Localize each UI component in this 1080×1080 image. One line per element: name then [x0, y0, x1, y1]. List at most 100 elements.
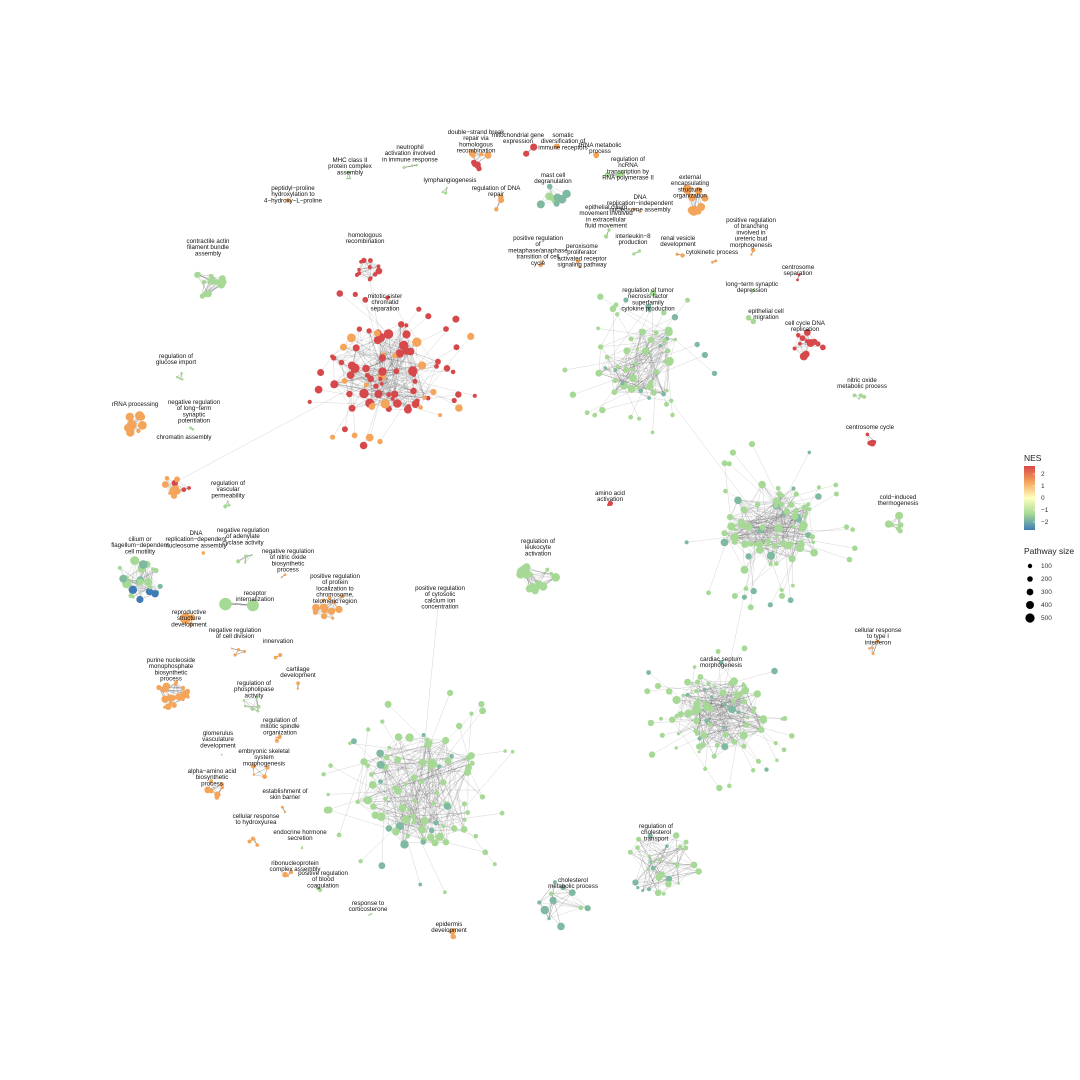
pathway-node	[393, 399, 402, 408]
pathway-node	[433, 820, 439, 826]
pathway-node	[697, 736, 702, 741]
cluster-label: amino acid activation	[595, 490, 625, 503]
edge	[741, 515, 800, 522]
edge	[421, 781, 437, 823]
edge	[382, 357, 423, 366]
edge	[649, 340, 666, 387]
edge	[703, 736, 715, 757]
pathway-node	[367, 265, 372, 270]
edge	[776, 536, 793, 559]
edge	[132, 570, 157, 590]
edge	[704, 701, 763, 731]
edge	[380, 378, 416, 382]
pathway-node	[368, 258, 373, 263]
pathway-node	[328, 763, 333, 768]
edge	[394, 787, 438, 794]
edge	[356, 274, 370, 280]
pathway-node	[661, 891, 666, 896]
edge	[640, 340, 666, 391]
pathway-node	[604, 172, 610, 178]
pathway-node	[402, 166, 406, 169]
edge	[197, 274, 209, 294]
cluster-labels: double−strand break repair via homologous r…	[111, 129, 918, 934]
edge	[421, 763, 473, 782]
edge	[134, 560, 158, 593]
edge	[744, 493, 797, 570]
pathway-node	[669, 716, 676, 723]
edge	[381, 755, 472, 817]
edge	[650, 835, 679, 884]
edge	[630, 839, 639, 853]
edge	[614, 350, 645, 393]
edge	[435, 756, 452, 823]
edge	[750, 543, 771, 565]
edge	[635, 846, 681, 883]
pathway-node	[607, 503, 610, 507]
edge	[413, 374, 425, 398]
pathway-node	[538, 263, 543, 268]
pathway-node	[683, 839, 689, 845]
pathway-node	[807, 450, 812, 455]
cluster-label: cellular response to hydroxyurea	[233, 813, 280, 826]
pathway-node	[833, 482, 839, 488]
edge	[637, 349, 639, 388]
edge	[744, 507, 805, 598]
pathway-node	[236, 559, 241, 564]
pathway-node	[220, 785, 224, 790]
cluster-label: cytokinetic process	[686, 249, 738, 256]
pathway-node	[530, 143, 538, 151]
pathway-node	[745, 553, 752, 560]
edge	[382, 365, 423, 372]
pathway-node	[546, 183, 553, 190]
pathway-node	[560, 884, 566, 891]
pathway-node	[535, 580, 543, 588]
pathway-node	[638, 388, 644, 393]
pathway-node	[363, 382, 369, 388]
cluster-label: positive regulation of blood coagulation	[298, 870, 348, 889]
pathway-node	[695, 868, 702, 875]
pathway-node	[578, 265, 581, 269]
edge	[614, 350, 628, 381]
pathway-node	[733, 528, 738, 532]
edge	[650, 338, 668, 383]
edge	[238, 554, 252, 562]
pathway-node	[792, 346, 797, 351]
edge	[644, 330, 669, 351]
pathway-node	[647, 887, 651, 892]
edge	[388, 390, 414, 410]
pathway-node	[597, 293, 604, 300]
pathway-node	[472, 393, 477, 398]
pathway-node	[647, 854, 652, 858]
edge	[717, 745, 745, 747]
edge	[741, 521, 805, 525]
pathway-node	[255, 843, 259, 847]
pathway-node	[180, 613, 191, 624]
edge	[676, 699, 776, 744]
pathway-node	[189, 426, 192, 430]
pathway-node	[636, 385, 641, 390]
edge	[197, 274, 209, 294]
edge	[397, 759, 444, 827]
pathway-node	[280, 805, 284, 809]
edge	[737, 500, 805, 525]
pathway-node	[180, 371, 183, 375]
edge	[600, 346, 623, 384]
edge	[737, 500, 802, 545]
edge	[360, 261, 370, 280]
cluster-label: regulation of ncRNA transcription by RNA po…	[602, 156, 654, 182]
edge	[759, 542, 802, 551]
edge	[351, 384, 367, 409]
edge	[730, 683, 739, 713]
cluster-label: chromatin assembly	[156, 434, 212, 441]
edge	[729, 690, 746, 786]
pathway-node	[180, 685, 186, 691]
edge	[706, 701, 745, 721]
edge	[389, 747, 472, 756]
pathway-node	[669, 398, 674, 403]
edge	[680, 846, 699, 872]
cluster-label: cardiac septum morphogenesis	[700, 656, 742, 669]
pathway-node	[750, 292, 753, 295]
edge	[781, 452, 810, 505]
pathway-node	[378, 376, 383, 381]
pathway-node	[161, 695, 169, 703]
